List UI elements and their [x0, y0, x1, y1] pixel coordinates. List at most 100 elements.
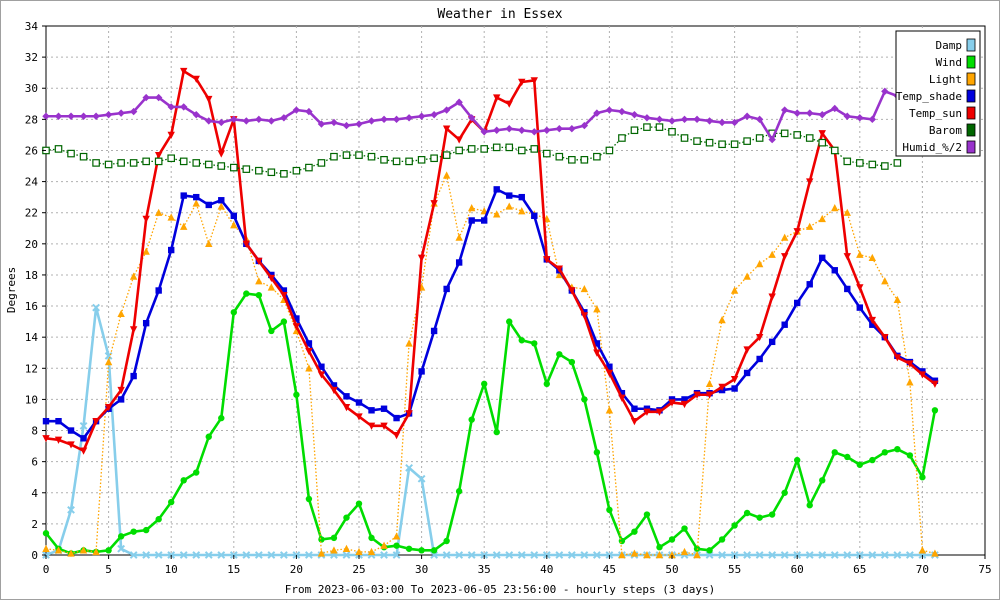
data-point: [605, 106, 614, 114]
data-point: [205, 95, 213, 104]
data-point: [417, 156, 426, 164]
data-point: [780, 233, 789, 241]
data-point: [104, 358, 113, 366]
data-point: [92, 112, 100, 120]
y-axis-label: Degrees: [5, 267, 18, 313]
data-point: [380, 405, 388, 412]
data-point: [843, 208, 851, 216]
data-point: [417, 474, 426, 483]
data-point: [830, 146, 839, 155]
x-tick-label: 10: [165, 563, 178, 576]
data-point: [80, 435, 87, 442]
y-tick-label: 14: [25, 331, 39, 344]
data-point: [505, 202, 513, 210]
data-point: [780, 106, 789, 114]
data-point: [142, 215, 150, 223]
y-tick-label: 26: [25, 144, 38, 157]
data-point: [531, 212, 538, 220]
data-point: [530, 77, 538, 85]
data-point: [718, 551, 726, 559]
data-point: [342, 121, 351, 130]
data-point: [280, 291, 288, 300]
data-point: [129, 272, 138, 280]
data-point: [493, 428, 500, 436]
data-point: [317, 159, 326, 167]
data-point: [906, 378, 914, 386]
data-point: [67, 441, 75, 449]
data-point: [919, 474, 926, 481]
data-point: [430, 110, 438, 119]
data-point: [618, 394, 626, 402]
data-point: [781, 489, 788, 496]
data-point: [568, 358, 576, 366]
data-point: [467, 145, 476, 153]
data-point: [843, 253, 851, 261]
data-point: [267, 551, 276, 559]
data-point: [518, 193, 525, 201]
data-point: [418, 547, 425, 554]
data-point: [630, 549, 639, 557]
data-point: [606, 506, 613, 514]
data-point: [280, 287, 288, 294]
data-point: [380, 422, 388, 430]
data-point: [305, 551, 313, 559]
data-point: [568, 156, 576, 164]
data-point: [154, 208, 163, 216]
legend-label: Damp: [936, 39, 963, 52]
data-point: [104, 403, 113, 412]
data-point: [493, 186, 500, 193]
data-point: [718, 118, 726, 127]
data-point: [117, 544, 126, 553]
data-point: [455, 259, 463, 266]
data-point: [168, 498, 175, 506]
data-point: [305, 107, 313, 116]
data-point: [819, 477, 826, 484]
legend-label: Humid_%/2: [902, 141, 962, 154]
x-tick-label: 45: [603, 563, 616, 576]
data-point: [881, 277, 889, 285]
data-point: [154, 93, 163, 102]
y-tick-label: 32: [25, 51, 38, 64]
data-point: [242, 551, 251, 559]
data-point: [218, 414, 225, 422]
data-point: [856, 284, 864, 292]
series-line: [45, 306, 935, 557]
data-point: [79, 112, 88, 120]
data-point: [355, 500, 363, 507]
data-point: [380, 156, 388, 164]
data-point: [931, 407, 939, 414]
data-point: [393, 414, 400, 422]
data-point: [368, 534, 375, 542]
data-point: [392, 532, 401, 540]
data-point: [480, 145, 489, 153]
data-point: [605, 406, 614, 414]
data-point: [705, 379, 714, 388]
data-point: [292, 323, 301, 331]
data-point: [868, 316, 877, 325]
data-point: [218, 197, 225, 204]
data-point: [543, 380, 550, 388]
data-point: [355, 547, 363, 556]
data-point: [305, 495, 313, 503]
data-point: [367, 152, 376, 161]
data-point: [92, 159, 100, 167]
data-point: [405, 339, 413, 347]
data-point: [342, 151, 351, 159]
data-point: [680, 134, 689, 142]
data-point: [655, 123, 664, 131]
data-point: [680, 400, 689, 409]
data-point: [217, 162, 226, 170]
legend-label: Barom: [929, 124, 962, 137]
data-point: [743, 551, 752, 559]
data-point: [392, 431, 401, 440]
data-point: [193, 193, 200, 201]
data-point: [618, 551, 626, 559]
data-point: [468, 217, 475, 224]
data-point: [180, 477, 187, 484]
data-point: [54, 145, 63, 153]
data-point: [530, 145, 539, 153]
data-point: [179, 551, 188, 559]
data-point: [831, 449, 838, 456]
data-point: [680, 115, 689, 124]
data-point: [630, 126, 639, 135]
